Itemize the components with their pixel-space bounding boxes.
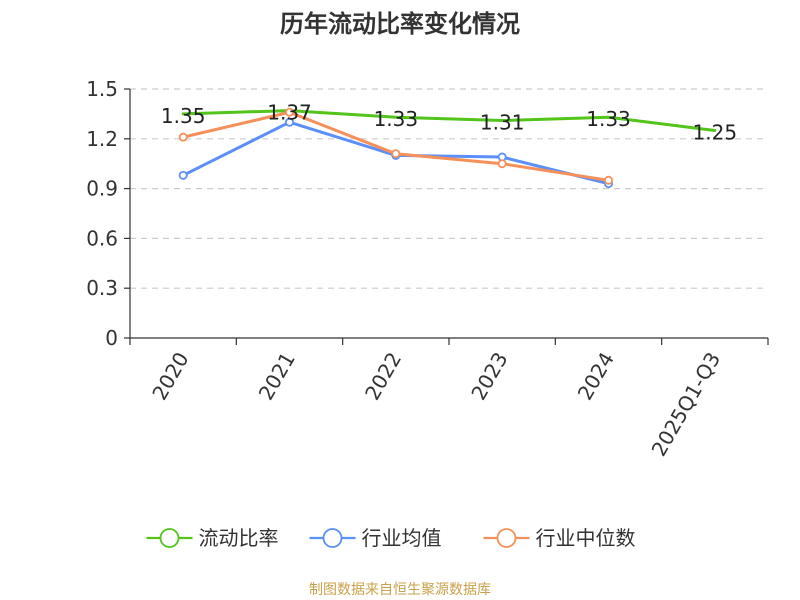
- legend-item-3[interactable]: 行业中位数: [483, 526, 636, 550]
- series-line-1: [181, 109, 717, 132]
- data-label: 1.33: [586, 107, 631, 131]
- legend[interactable]: 流动比率 行业均值 行业中位数: [146, 526, 636, 550]
- x-tick-label: 2022: [360, 348, 406, 404]
- legend-label: 行业均值: [362, 526, 442, 550]
- series-3-point: [497, 159, 507, 169]
- y-tick-label: 0.6: [86, 226, 118, 250]
- x-tick-label: 2021: [254, 348, 300, 404]
- data-label-layer: 1.35 1.37 1.33 1.31 1.33 1.25: [161, 101, 737, 145]
- data-label: 1.37: [267, 101, 312, 125]
- data-label: 1.31: [480, 111, 525, 135]
- legend-label: 流动比率: [199, 526, 279, 550]
- x-tick-label: 2020: [147, 348, 193, 404]
- series-3-point: [178, 132, 188, 142]
- footer-source: 制图数据来自恒生聚源数据库: [309, 582, 491, 598]
- series-3-point: [391, 149, 401, 159]
- grid-layer: [130, 88, 768, 289]
- x-tick-label: 2024: [573, 348, 619, 404]
- legend-marker-swatch: [159, 528, 180, 548]
- data-label: 1.35: [161, 104, 206, 128]
- x-tick-label: 2025Q1-Q3: [647, 348, 726, 460]
- data-label: 1.33: [374, 107, 419, 131]
- y-tick-label: 0.9: [86, 177, 118, 201]
- chart-title: 历年流动比率变化情况: [280, 10, 520, 38]
- data-label: 1.25: [693, 121, 738, 145]
- y-tick-label: 1.2: [86, 127, 118, 151]
- x-tick-label: 2023: [466, 348, 512, 404]
- series-2-point: [284, 117, 294, 127]
- legend-marker-swatch: [322, 528, 343, 548]
- y-tick-label: 0: [105, 326, 118, 350]
- legend-marker-swatch: [496, 528, 517, 548]
- y-tick-label: 1.5: [86, 77, 118, 101]
- series-2-point: [178, 170, 188, 180]
- series-layer: [178, 107, 717, 189]
- series-3-point: [284, 107, 294, 117]
- y-tick-label: 0.3: [86, 276, 118, 300]
- series-3-point: [604, 175, 614, 185]
- legend-label: 行业中位数: [536, 526, 636, 550]
- legend-item-1[interactable]: 流动比率: [146, 526, 279, 550]
- legend-item-2[interactable]: 行业均值: [309, 526, 442, 550]
